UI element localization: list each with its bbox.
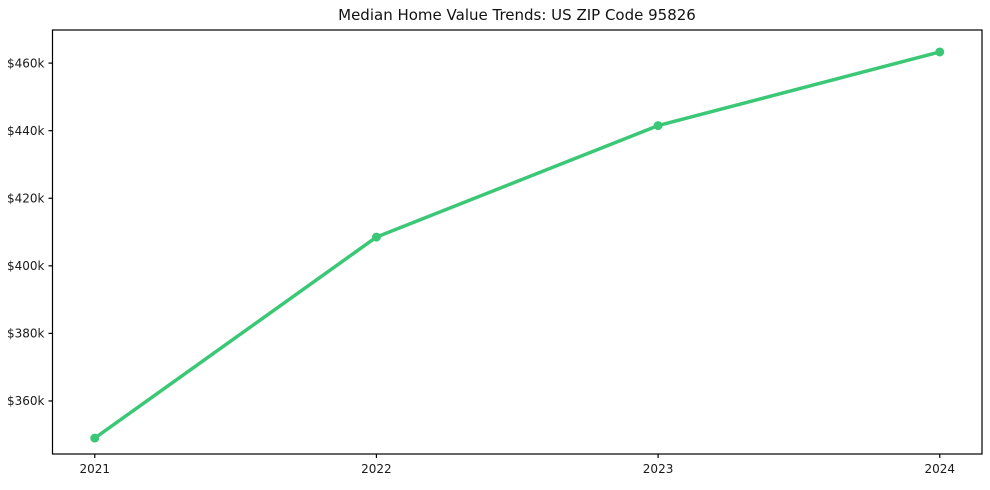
y-tick-label: $420k bbox=[7, 191, 45, 205]
x-tick-label: 2024 bbox=[924, 462, 955, 476]
data-point bbox=[653, 121, 663, 131]
chart-title: Median Home Value Trends: US ZIP Code 95… bbox=[338, 6, 696, 24]
y-tick-label: $440k bbox=[7, 124, 45, 138]
x-tick-label: 2021 bbox=[79, 462, 110, 476]
data-point bbox=[90, 433, 100, 443]
y-tick-label: $460k bbox=[7, 56, 45, 70]
y-tick-label: $400k bbox=[7, 259, 45, 273]
x-tick-label: 2023 bbox=[643, 462, 674, 476]
y-tick-label: $360k bbox=[7, 394, 45, 408]
trend-line bbox=[93, 50, 942, 440]
y-tick-label: $380k bbox=[7, 327, 45, 341]
data-point bbox=[371, 232, 381, 242]
x-tick-label: 2022 bbox=[361, 462, 392, 476]
plot-frame bbox=[51, 29, 983, 455]
data-point bbox=[935, 47, 945, 57]
